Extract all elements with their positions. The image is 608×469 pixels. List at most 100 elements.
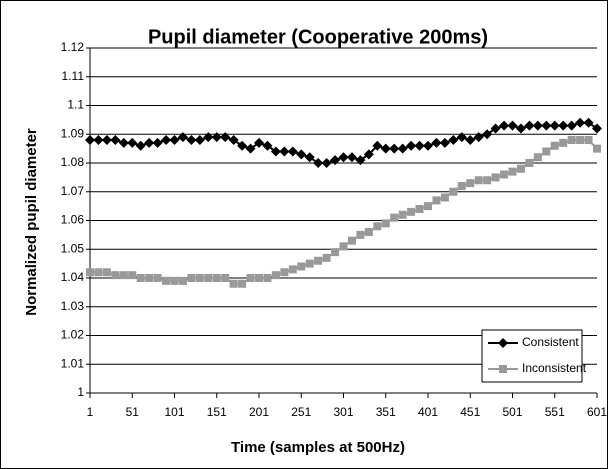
legend-marker bbox=[499, 365, 507, 373]
marker bbox=[593, 144, 601, 153]
marker bbox=[262, 140, 273, 151]
marker bbox=[346, 152, 357, 163]
x-tick-label: 501 bbox=[502, 405, 522, 419]
marker bbox=[304, 152, 315, 163]
marker bbox=[279, 146, 290, 157]
marker bbox=[576, 136, 585, 144]
marker bbox=[440, 193, 449, 202]
marker bbox=[203, 132, 214, 143]
marker bbox=[245, 143, 256, 154]
marker bbox=[542, 147, 551, 156]
marker bbox=[93, 135, 104, 145]
marker bbox=[415, 205, 424, 213]
marker bbox=[127, 137, 138, 148]
marker bbox=[238, 279, 247, 288]
marker bbox=[85, 135, 95, 145]
marker bbox=[356, 230, 365, 239]
x-tick-label: 1 bbox=[87, 405, 94, 419]
marker bbox=[263, 274, 272, 282]
y-tick-label: 1.05 bbox=[61, 241, 85, 255]
marker bbox=[254, 137, 264, 148]
marker bbox=[355, 155, 366, 166]
marker bbox=[246, 274, 255, 282]
marker bbox=[390, 213, 399, 222]
y-axis-title: Normalized pupil diameter bbox=[23, 128, 40, 316]
marker bbox=[339, 242, 348, 251]
x-tick-label: 151 bbox=[207, 405, 227, 419]
marker bbox=[128, 271, 137, 280]
marker bbox=[559, 138, 568, 147]
marker bbox=[558, 120, 569, 131]
marker bbox=[169, 135, 180, 145]
marker bbox=[237, 140, 248, 151]
marker bbox=[296, 149, 307, 160]
marker bbox=[313, 158, 324, 168]
marker bbox=[321, 158, 332, 168]
y-tick-label: 1.08 bbox=[61, 155, 85, 169]
marker bbox=[424, 202, 432, 211]
marker bbox=[186, 135, 197, 145]
marker bbox=[541, 120, 552, 131]
y-tick-label: 1.09 bbox=[61, 126, 85, 140]
marker bbox=[314, 256, 323, 265]
marker bbox=[212, 274, 221, 282]
marker bbox=[194, 135, 205, 145]
marker bbox=[516, 164, 525, 173]
marker bbox=[473, 132, 484, 143]
marker bbox=[221, 274, 230, 282]
marker bbox=[187, 274, 196, 282]
marker bbox=[483, 176, 492, 185]
marker bbox=[499, 120, 510, 131]
marker bbox=[364, 228, 373, 236]
marker bbox=[414, 140, 425, 151]
marker bbox=[144, 137, 155, 148]
marker bbox=[255, 274, 263, 282]
legend-label: Consistent bbox=[522, 335, 579, 349]
marker bbox=[500, 170, 509, 179]
marker bbox=[449, 187, 458, 196]
marker bbox=[228, 135, 239, 145]
marker bbox=[525, 159, 534, 167]
marker bbox=[423, 140, 433, 151]
marker bbox=[280, 268, 289, 277]
y-tick-label: 1.06 bbox=[61, 213, 85, 227]
x-tick-label: 251 bbox=[291, 405, 311, 419]
marker bbox=[389, 143, 400, 154]
marker bbox=[524, 120, 535, 131]
x-tick-label: 301 bbox=[333, 405, 353, 419]
marker bbox=[86, 268, 94, 277]
marker bbox=[119, 271, 128, 280]
marker bbox=[161, 135, 172, 145]
marker bbox=[330, 155, 341, 166]
marker bbox=[170, 276, 179, 285]
y-tick-label: 1 bbox=[77, 385, 84, 399]
marker bbox=[549, 120, 560, 131]
marker bbox=[288, 265, 297, 274]
marker bbox=[110, 135, 121, 145]
marker bbox=[153, 274, 162, 282]
marker bbox=[363, 149, 374, 160]
legend-label: Inconsistent bbox=[522, 361, 587, 375]
marker bbox=[270, 146, 281, 157]
marker bbox=[145, 274, 154, 282]
marker bbox=[439, 137, 450, 148]
marker bbox=[432, 196, 441, 205]
marker bbox=[220, 132, 231, 143]
legend-box bbox=[481, 329, 583, 383]
y-tick-label: 1.01 bbox=[61, 356, 85, 370]
marker bbox=[380, 143, 391, 154]
marker bbox=[407, 207, 416, 216]
marker bbox=[229, 279, 238, 288]
marker bbox=[583, 117, 594, 128]
marker bbox=[592, 123, 602, 134]
marker bbox=[297, 262, 306, 271]
marker bbox=[162, 276, 171, 285]
marker bbox=[515, 123, 526, 134]
x-tick-label: 51 bbox=[126, 405, 140, 419]
y-tick-label: 1.04 bbox=[61, 270, 85, 284]
marker bbox=[465, 135, 476, 145]
marker bbox=[373, 222, 382, 231]
marker bbox=[567, 136, 576, 144]
marker bbox=[398, 210, 407, 219]
